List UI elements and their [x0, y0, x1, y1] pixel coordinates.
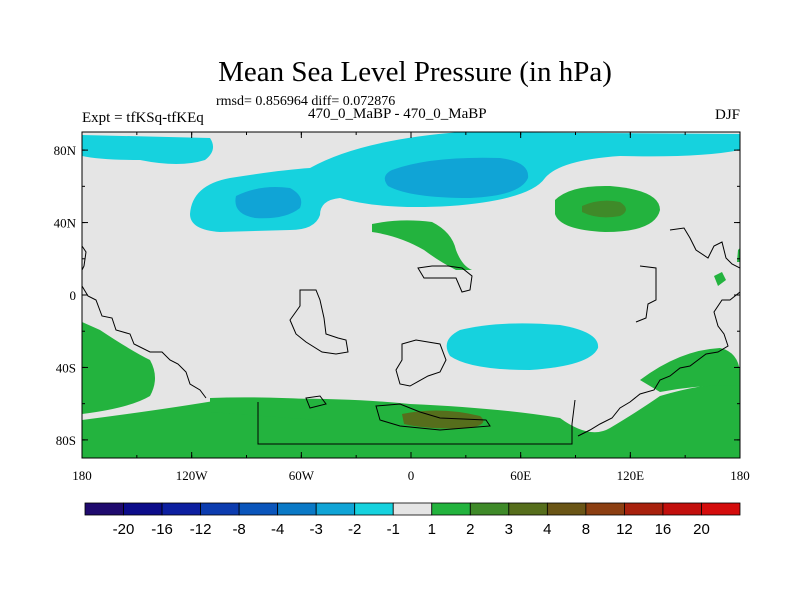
y-axis: 80N 40N 0 40S 80S	[54, 143, 740, 448]
colorbar-label: -12	[190, 521, 212, 538]
colorbar-box	[624, 502, 664, 516]
y-tick-label: 80N	[54, 143, 77, 158]
y-tick-label: 40N	[54, 216, 77, 231]
coast-south-island	[395, 339, 447, 387]
y-tick-label: 0	[70, 288, 77, 303]
colorbar-box	[123, 502, 163, 516]
colorbar-box	[431, 502, 471, 516]
colorbar-label: -4	[271, 521, 284, 538]
x-tick-label: 60E	[510, 468, 531, 483]
coastlines	[82, 227, 740, 445]
region-southern-ocean-core	[402, 410, 484, 429]
region-arctic-band	[82, 135, 214, 164]
x-tick-label: 120E	[617, 468, 645, 483]
colorbar-box	[585, 502, 625, 516]
coast-southwest-continent	[82, 285, 207, 399]
colorbar-box	[315, 502, 356, 516]
colorbar-box	[508, 502, 548, 516]
x-tick-label: 0	[408, 468, 415, 483]
region-south-low	[446, 323, 599, 370]
colorbar-box	[277, 502, 317, 516]
coast-south-small	[305, 395, 491, 431]
region-south-east-green	[640, 348, 740, 392]
colorbar-label: 16	[655, 521, 672, 538]
colorbar-label: -3	[310, 521, 323, 538]
colorbar-label: 12	[616, 521, 633, 538]
colorbar-box	[161, 502, 201, 516]
region-asia-high-core	[582, 200, 626, 218]
coast-north-africa	[417, 265, 473, 293]
x-tick-label: 180	[72, 468, 92, 483]
stats-string: rmsd= 0.856964 diff= 0.072876	[216, 94, 396, 109]
colorbar-label: -20	[113, 521, 135, 538]
season-string: DJF	[714, 107, 740, 123]
colorbar-label: 2	[466, 521, 474, 538]
x-tick-label: 120W	[176, 468, 209, 483]
comparison-string: 470_0_MaBP - 470_0_MaBP	[308, 106, 487, 122]
region-green-north-africa	[372, 220, 472, 270]
colorbar-box	[200, 502, 240, 516]
colorbar-box	[662, 502, 702, 516]
map-area	[82, 132, 740, 458]
colorbar-box	[701, 502, 741, 516]
colorbar-box	[546, 502, 587, 516]
colorbar-label: 20	[693, 521, 710, 538]
colorbar-label: 8	[582, 521, 590, 538]
chart-title: Mean Sea Level Pressure (in hPa)	[218, 56, 612, 88]
colorbar-label: 3	[505, 521, 513, 538]
colorbar-label: -16	[151, 521, 173, 538]
colorbar-label: -1	[387, 521, 400, 538]
colorbar-box	[238, 502, 279, 516]
region-southern-ocean-west	[210, 397, 320, 420]
coast-central-island	[289, 289, 349, 355]
colorbar-box	[354, 502, 394, 516]
colorbar-box	[392, 502, 433, 516]
y-tick-label: 40S	[56, 360, 76, 375]
x-axis: 180 120W 60W 0 60E 120E 180	[72, 132, 750, 483]
region-green-east-edge	[714, 248, 740, 286]
colorbar-label: -8	[232, 521, 245, 538]
x-tick-label: 180	[730, 468, 750, 483]
experiment-string: Expt = tfKSq-tfKEq	[82, 110, 204, 126]
colorbar-label: 4	[543, 521, 551, 538]
coast-antarctica	[257, 399, 576, 445]
x-tick-label: 60W	[289, 468, 315, 483]
colorbar-label: -2	[348, 521, 361, 538]
coast-east-continent	[577, 227, 740, 437]
region-eurasia-deep-low	[384, 157, 529, 198]
colorbar-box	[84, 502, 124, 516]
y-tick-label: 80S	[56, 433, 76, 448]
colorbar-box	[469, 502, 510, 516]
region-south-west-green	[82, 322, 155, 414]
colorbar-label: 1	[428, 521, 436, 538]
region-na-deep-low	[235, 187, 302, 219]
colorbar: -20 -16 -12 -8 -4 -3 -2 -1 1 2 3 4 8 12 16 20	[84, 502, 741, 538]
